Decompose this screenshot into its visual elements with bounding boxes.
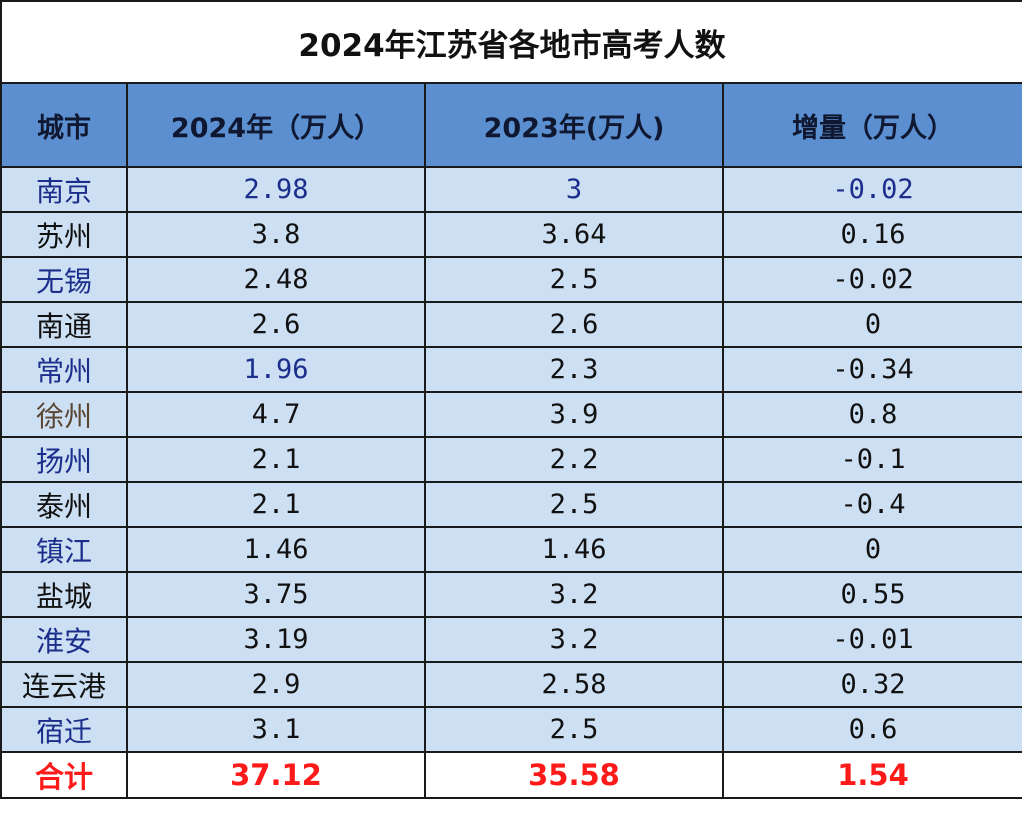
cell-2023: 2.5	[424, 481, 724, 528]
table-row: 无锡 2.48 2.5 -0.02	[0, 256, 1022, 303]
cell-city: 苏州	[0, 211, 128, 258]
cell-2023: 3.2	[424, 571, 724, 618]
total-2023: 35.58	[424, 751, 724, 799]
table-row: 淮安 3.19 3.2 -0.01	[0, 616, 1022, 663]
table-row: 南通 2.6 2.6 0	[0, 301, 1022, 348]
cell-2023: 2.5	[424, 256, 724, 303]
table-row: 镇江 1.46 1.46 0	[0, 526, 1022, 573]
cell-2023: 3.64	[424, 211, 724, 258]
total-row: 合计 37.12 35.58 1.54	[0, 751, 1022, 799]
cell-2024: 2.9	[126, 661, 426, 708]
cell-2024: 2.98	[126, 166, 426, 213]
cell-2024: 3.19	[126, 616, 426, 663]
cell-delta: -0.02	[721, 256, 1022, 303]
header-row: 城市 2024年（万人） 2023年(万人) 增量（万人）	[0, 82, 1022, 168]
cell-2023: 3	[424, 166, 724, 213]
cell-2023: 2.2	[424, 436, 724, 483]
cell-delta: 0.16	[721, 211, 1022, 258]
table-row: 苏州 3.8 3.64 0.16	[0, 211, 1022, 258]
table-row: 宿迁 3.1 2.5 0.6	[0, 706, 1022, 753]
cell-city: 南京	[0, 166, 128, 213]
table-row: 盐城 3.75 3.2 0.55	[0, 571, 1022, 618]
table-row: 泰州 2.1 2.5 -0.4	[0, 481, 1022, 528]
table-title: 2024年江苏省各地市高考人数	[0, 0, 1022, 84]
cell-city: 泰州	[0, 481, 128, 528]
cell-delta: 0.32	[721, 661, 1022, 708]
cell-2024: 1.46	[126, 526, 426, 573]
cell-city: 常州	[0, 346, 128, 393]
table-row: 扬州 2.1 2.2 -0.1	[0, 436, 1022, 483]
cell-delta: 0	[721, 526, 1022, 573]
cell-2024: 3.8	[126, 211, 426, 258]
header-2023: 2023年(万人)	[424, 82, 724, 168]
cell-2023: 2.6	[424, 301, 724, 348]
total-label: 合计	[0, 751, 128, 799]
cell-2024: 3.75	[126, 571, 426, 618]
cell-delta: -0.02	[721, 166, 1022, 213]
cell-2023: 2.3	[424, 346, 724, 393]
cell-delta: 0.8	[721, 391, 1022, 438]
cell-2024: 2.1	[126, 481, 426, 528]
cell-city: 无锡	[0, 256, 128, 303]
table-row: 连云港 2.9 2.58 0.32	[0, 661, 1022, 708]
cell-2024: 4.7	[126, 391, 426, 438]
cell-2024: 3.1	[126, 706, 426, 753]
cell-delta: -0.1	[721, 436, 1022, 483]
table-row: 南京 2.98 3 -0.02	[0, 166, 1022, 213]
cell-delta: -0.34	[721, 346, 1022, 393]
cell-city: 宿迁	[0, 706, 128, 753]
cell-2024: 2.48	[126, 256, 426, 303]
total-2024: 37.12	[126, 751, 426, 799]
cell-2023: 3.9	[424, 391, 724, 438]
cell-city: 淮安	[0, 616, 128, 663]
cell-city: 徐州	[0, 391, 128, 438]
cell-2023: 1.46	[424, 526, 724, 573]
cell-delta: 0.6	[721, 706, 1022, 753]
table-row: 常州 1.96 2.3 -0.34	[0, 346, 1022, 393]
cell-delta: 0.55	[721, 571, 1022, 618]
cell-delta: -0.4	[721, 481, 1022, 528]
cell-delta: -0.01	[721, 616, 1022, 663]
cell-city: 南通	[0, 301, 128, 348]
cell-2024: 2.1	[126, 436, 426, 483]
cell-city: 连云港	[0, 661, 128, 708]
header-2024: 2024年（万人）	[126, 82, 426, 168]
table-row: 徐州 4.7 3.9 0.8	[0, 391, 1022, 438]
cell-2023: 3.2	[424, 616, 724, 663]
cell-2023: 2.5	[424, 706, 724, 753]
cell-city: 盐城	[0, 571, 128, 618]
cell-city: 扬州	[0, 436, 128, 483]
total-delta: 1.54	[721, 751, 1022, 799]
cell-2024: 2.6	[126, 301, 426, 348]
header-delta: 增量（万人）	[721, 82, 1022, 168]
cell-delta: 0	[721, 301, 1022, 348]
cell-2023: 2.58	[424, 661, 724, 708]
cell-2024: 1.96	[126, 346, 426, 393]
header-city: 城市	[0, 82, 128, 168]
cell-city: 镇江	[0, 526, 128, 573]
